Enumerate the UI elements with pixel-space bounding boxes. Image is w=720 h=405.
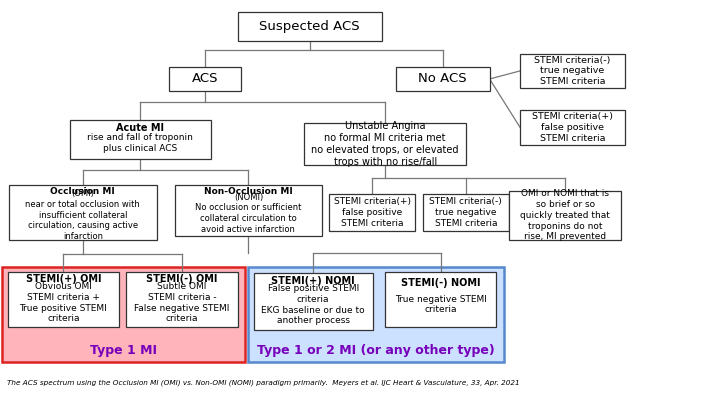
FancyBboxPatch shape [7, 272, 119, 327]
Text: Subtle OMI
STEMI criteria -
False negative STEMI
criteria: Subtle OMI STEMI criteria - False negati… [135, 282, 230, 323]
FancyBboxPatch shape [521, 54, 625, 88]
Text: Unstable Angina
no formal MI criteria met
no elevated trops, or elevated
trops w: Unstable Angina no formal MI criteria me… [312, 121, 459, 167]
FancyBboxPatch shape [384, 272, 497, 327]
Text: (OMI)
near or total occlusion with
insufficient collateral
circulation, causing : (OMI) near or total occlusion with insuf… [25, 189, 140, 241]
FancyBboxPatch shape [305, 122, 467, 165]
Text: STEMI criteria(-)
true negative
STEMI criteria: STEMI criteria(-) true negative STEMI cr… [534, 55, 611, 86]
Text: STEMI criteria(-)
true negative
STEMI criteria: STEMI criteria(-) true negative STEMI cr… [429, 197, 503, 228]
FancyBboxPatch shape [521, 111, 625, 145]
FancyBboxPatch shape [2, 267, 245, 362]
FancyBboxPatch shape [169, 67, 241, 91]
Text: False positive STEMI
criteria
EKG baseline or due to
another process: False positive STEMI criteria EKG baseli… [261, 284, 365, 326]
Text: No ACS: No ACS [418, 72, 467, 85]
FancyBboxPatch shape [423, 194, 509, 231]
FancyBboxPatch shape [71, 121, 210, 159]
FancyBboxPatch shape [510, 191, 621, 240]
FancyBboxPatch shape [127, 272, 238, 327]
Text: True negative STEMI
criteria: True negative STEMI criteria [395, 294, 487, 314]
Text: Type 1 or 2 MI (or any other type): Type 1 or 2 MI (or any other type) [257, 344, 495, 357]
FancyBboxPatch shape [329, 194, 415, 231]
Text: Obvious OMI
STEMI criteria +
True positive STEMI
criteria: Obvious OMI STEMI criteria + True positi… [19, 282, 107, 323]
FancyBboxPatch shape [174, 185, 323, 236]
FancyBboxPatch shape [396, 67, 490, 91]
Text: STEMI(-) NOMI: STEMI(-) NOMI [401, 278, 480, 288]
Text: (NOMI)
No occlusion or sufficient
collateral circulation to
avoid active infarct: (NOMI) No occlusion or sufficient collat… [195, 193, 302, 234]
Text: STEMI criteria(+)
false positive
STEMI criteria: STEMI criteria(+) false positive STEMI c… [532, 112, 613, 143]
Text: ACS: ACS [192, 72, 218, 85]
Text: STEMI(+) NOMI: STEMI(+) NOMI [271, 275, 355, 286]
FancyBboxPatch shape [248, 267, 504, 362]
Text: Acute MI: Acute MI [117, 123, 164, 133]
Text: Occlusion MI: Occlusion MI [50, 187, 115, 196]
Text: Suspected ACS: Suspected ACS [259, 20, 360, 33]
FancyBboxPatch shape [253, 273, 373, 330]
FancyBboxPatch shape [238, 12, 382, 40]
Text: OMI or NOMI that is
so brief or so
quickly treated that
troponins do not
rise, M: OMI or NOMI that is so brief or so quick… [521, 190, 610, 241]
Text: STEMI(+) OMI: STEMI(+) OMI [26, 274, 101, 284]
FancyBboxPatch shape [9, 185, 157, 240]
Text: STEMI criteria(+)
false positive
STEMI criteria: STEMI criteria(+) false positive STEMI c… [334, 197, 410, 228]
Text: rise and fall of troponin
plus clinical ACS: rise and fall of troponin plus clinical … [87, 133, 194, 153]
Text: STEMI(-) OMI: STEMI(-) OMI [146, 274, 218, 284]
Text: Type 1 MI: Type 1 MI [89, 344, 157, 357]
Text: The ACS spectrum using the Occlusion MI (OMI) vs. Non-OMI (NOMI) paradigm primar: The ACS spectrum using the Occlusion MI … [7, 379, 520, 386]
Text: Non-Occlusion MI: Non-Occlusion MI [204, 187, 293, 196]
